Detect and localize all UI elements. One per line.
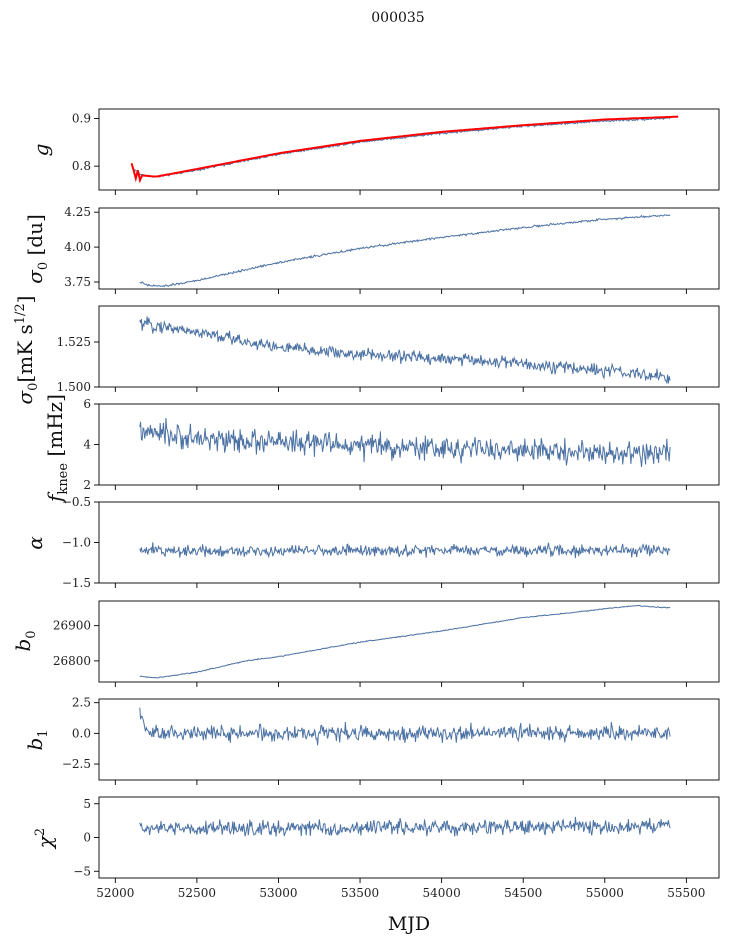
axes-frame: [98, 207, 720, 290]
b1-y-ticks: −2.5 0.0 2.5: [62, 696, 99, 771]
x-tick-label: 54000: [423, 886, 461, 900]
axes-frame: [98, 501, 720, 584]
y-tick-label: 0.0: [72, 726, 91, 740]
y-tick-label: −2.5: [62, 757, 91, 771]
x-tick-label: 53500: [341, 886, 379, 900]
fknee-ylabel: fknee [mHz]: [43, 394, 71, 504]
b0-y-ticks: 26800 26900: [53, 619, 99, 668]
sigma0-ylabel: σ0 [du]: [23, 214, 51, 284]
x-tick-label: 53000: [259, 886, 297, 900]
sigma0-mk-y-ticks: 1.500 1.525: [57, 335, 99, 394]
alpha-series-line: [139, 542, 671, 559]
g-fit-line: [130, 115, 679, 184]
chi2-ylabel: χ2: [33, 828, 57, 850]
x-tick-label: 52500: [178, 886, 216, 900]
b1-series-line: [139, 707, 671, 746]
y-tick-label: 0.8: [72, 159, 91, 173]
chi2-y-ticks: −5 0 5: [73, 797, 99, 878]
panel-chi2: −5 0 5 52000 52500 53000 53500 54000 54500 55000…: [33, 796, 720, 900]
panel-b1: −2.5 0.0 2.5 b1: [23, 696, 720, 785]
y-tick-label: 4.25: [64, 205, 91, 219]
y-tick-label: −1.5: [62, 576, 91, 590]
sigma0-mk-ylabel: σ0[mK s1/2]: [13, 295, 41, 404]
y-tick-label: 4.00: [64, 240, 91, 254]
y-tick-label: 26800: [53, 654, 91, 668]
b1-x-ticks: [114, 780, 687, 785]
y-tick-label: −1.0: [62, 536, 91, 550]
x-tick-label: 55000: [586, 886, 624, 900]
chi2-series-line: [139, 816, 671, 837]
fknee-series-line: [139, 418, 671, 468]
sigma0-mk-x-ticks: [114, 387, 687, 392]
alpha-x-ticks: [114, 583, 687, 588]
axes-frame: [98, 698, 720, 781]
b1-ylabel: b1: [23, 729, 51, 750]
y-tick-label: 3.75: [64, 275, 91, 289]
x-tick-label: 55500: [667, 886, 705, 900]
g-series-line: [132, 117, 671, 178]
y-tick-label: −5: [73, 864, 91, 878]
y-tick-label: −0.5: [62, 495, 91, 509]
axes-frame: [98, 600, 720, 683]
g-ylabel: g: [29, 144, 53, 157]
panel-g: 0.8 0.9 g: [29, 108, 720, 195]
y-tick-label: 2: [83, 478, 91, 492]
sigma0-series-line: [139, 214, 671, 288]
b0-series-line: [139, 604, 671, 679]
panel-b0: 26800 26900 b0: [11, 600, 720, 687]
y-tick-label: 26900: [53, 619, 91, 633]
y-tick-label: 6: [83, 397, 91, 411]
y-tick-label: 1.500: [57, 380, 91, 394]
axes-frame: [98, 796, 720, 879]
panel-fknee: 2 4 6 fknee [mHz]: [43, 394, 720, 504]
axes-frame: [98, 305, 720, 388]
b0-ylabel: b0: [11, 630, 39, 651]
b0-x-ticks: [114, 682, 687, 687]
alpha-y-ticks: −1.5 −1.0 −0.5: [62, 495, 99, 590]
alpha-ylabel: α: [23, 536, 47, 550]
y-tick-label: 1.525: [57, 335, 91, 349]
sigma0-x-ticks: [114, 289, 687, 294]
fknee-y-ticks: 2 4 6: [83, 397, 99, 492]
g-x-ticks: [114, 190, 687, 195]
y-tick-label: 5: [83, 797, 91, 811]
panel-sigma0-mk: 1.500 1.525 σ0[mK s1/2]: [13, 295, 720, 405]
sigma0-y-ticks: 3.75 4.00 4.25: [64, 205, 99, 289]
y-tick-label: 0.9: [72, 112, 91, 126]
fknee-x-ticks: [114, 485, 687, 490]
axes-frame: [98, 108, 720, 191]
g-y-ticks: 0.8 0.9: [72, 112, 99, 173]
x-axis-label: MJD: [388, 913, 430, 935]
y-tick-label: 2.5: [72, 696, 91, 710]
chi2-x-ticks: 52000 52500 53000 53500 54000 54500 55000 55500: [96, 878, 705, 900]
x-tick-label: 52000: [96, 886, 134, 900]
y-tick-label: 0: [83, 831, 91, 845]
panel-alpha: −1.5 −1.0 −0.5 α: [23, 495, 720, 590]
figure-title: 000035: [371, 10, 424, 26]
panel-sigma0: 3.75 4.00 4.25 σ0 [du]: [23, 205, 720, 294]
sigma0-mk-series-line: [139, 316, 671, 385]
x-tick-label: 54500: [504, 886, 542, 900]
y-tick-label: 4: [83, 438, 91, 452]
